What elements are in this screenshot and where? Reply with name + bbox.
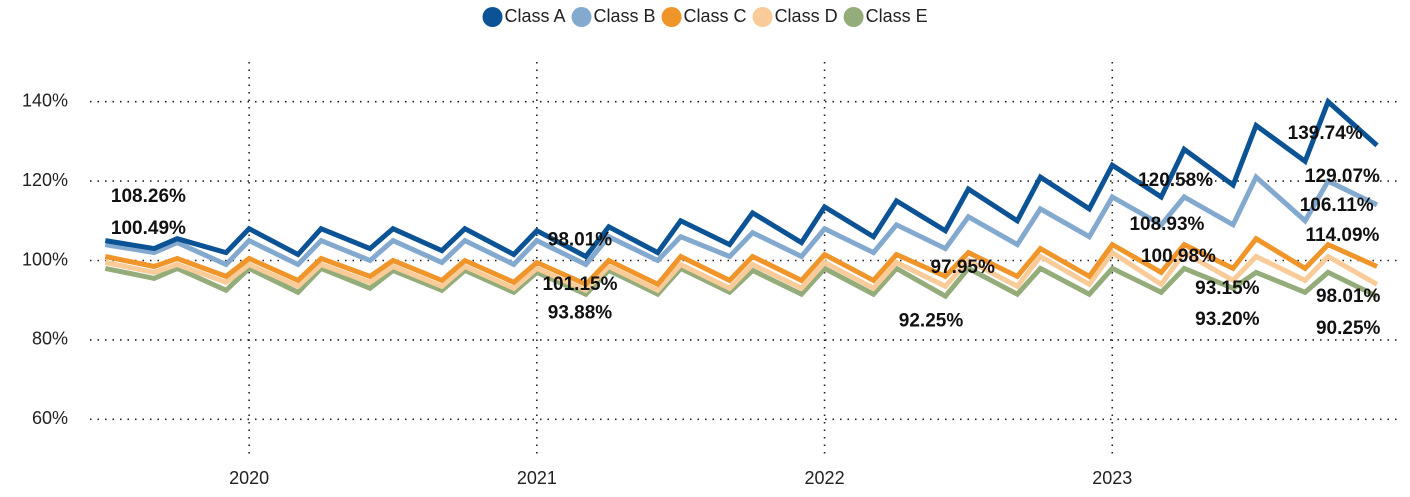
legend-label: Class A <box>505 6 566 26</box>
y-tick-label: 100% <box>22 249 68 269</box>
x-tick-label: 2023 <box>1092 468 1132 488</box>
y-tick-label: 120% <box>22 170 68 190</box>
data-label: 100.49% <box>111 218 186 239</box>
data-label: 93.20% <box>1195 309 1260 330</box>
legend-label: Class D <box>775 6 838 26</box>
data-label: 93.88% <box>548 302 613 323</box>
data-label: 108.26% <box>111 186 186 207</box>
legend-label: Class B <box>594 6 656 26</box>
legend-marker <box>843 7 864 27</box>
data-label: 98.01% <box>1316 286 1381 307</box>
series-line <box>104 265 1379 300</box>
series-line <box>104 235 1379 288</box>
data-label: 139.74% <box>1288 123 1363 144</box>
y-tick-label: 140% <box>22 90 68 110</box>
data-label: 101.15% <box>542 274 617 295</box>
series-line <box>104 249 1379 294</box>
data-label: 93.15% <box>1195 278 1260 299</box>
data-label: 106.11% <box>1300 195 1374 216</box>
legend-marker <box>482 7 503 27</box>
data-label: 92.25% <box>899 310 964 331</box>
data-label: 97.95% <box>930 257 995 278</box>
legend: Class A Class B Class C Class D Class E <box>482 6 928 27</box>
data-label: 98.01% <box>548 229 613 250</box>
y-tick-label: 80% <box>32 329 68 349</box>
series-line <box>104 173 1379 268</box>
x-tick-label: 2022 <box>805 468 845 488</box>
data-label: 129.07% <box>1305 166 1380 187</box>
legend-marker <box>661 7 682 27</box>
data-label: 90.25% <box>1316 318 1381 339</box>
x-tick-label: 2021 <box>517 468 557 488</box>
data-label: 100.98% <box>1141 246 1216 267</box>
legend-marker <box>571 7 592 27</box>
data-label: 108.93% <box>1129 214 1204 235</box>
series-line <box>104 97 1379 260</box>
x-tick-label: 2020 <box>229 468 269 488</box>
legend-label: Class E <box>866 6 928 26</box>
data-label: 114.09% <box>1305 225 1379 246</box>
legend-label: Class C <box>684 6 747 26</box>
data-label: 120.58% <box>1138 170 1213 191</box>
y-tick-label: 60% <box>32 408 68 428</box>
legend-marker <box>752 7 773 27</box>
